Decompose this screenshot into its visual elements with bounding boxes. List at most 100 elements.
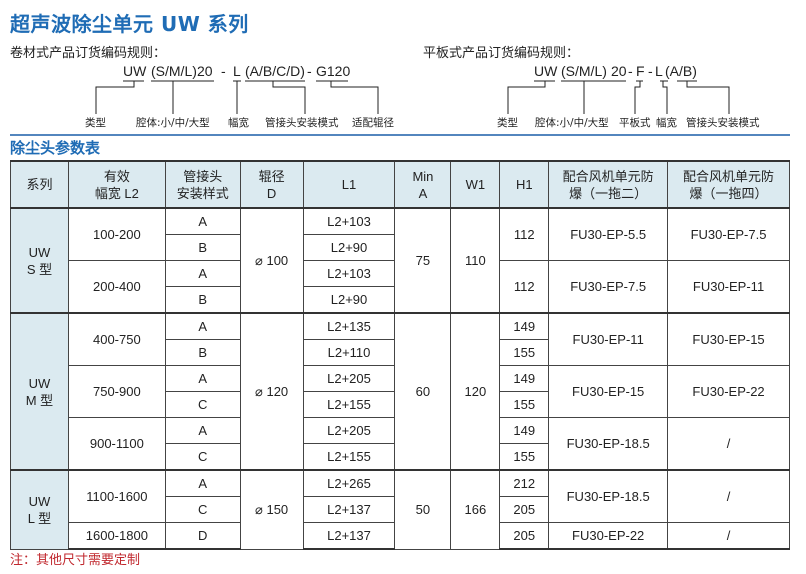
flat-label-cavity: 腔体:小/中/大型 [535,117,609,129]
fan-unit-1to2-cell: FU30-EP-22 [548,522,669,550]
width-cell: 900-1100 [67,417,166,471]
roll-label-width: 幅宽 [228,117,249,129]
table-row: C L2+155 155 [11,443,790,471]
column-header: 配合风机单元防 爆（一拖二） [548,160,669,209]
l1-cell: L2+103 [302,260,396,287]
custom-size-note: 注：其他尺寸需要定制 [10,553,141,568]
table-row: 1600-1800 D L2+137 205 FU30-EP-22/ [11,522,790,550]
series-cell: UW S 型 [10,207,69,314]
l1-cell: L2+135 [302,312,396,340]
h1-cell: 205 [499,496,550,523]
table-row: UW L 型 1100-1600 A ⌀ 150 L2+265 50 166 212 FU30-E… [10,469,790,550]
roller-diameter-cell: ⌀ 100 [239,207,304,314]
column-header: L1 [302,160,396,209]
roller-diameter-cell: ⌀ 120 [239,312,304,471]
l1-cell: L2+205 [302,417,396,444]
flat-rule-heading: 平板式产品订货编码规则： [423,46,580,61]
width-cell: 200-400 [67,260,166,314]
w1-cell: 110 [450,207,501,314]
roll-code-dash: - [221,63,226,79]
page-title: 超声波除尘单元 UW 系列 [10,12,249,36]
mount-style-cell: B [164,339,241,366]
table-row: 900-1100 A L2+205 149 FU30-EP-18.5/ [11,417,790,471]
mount-style-cell: C [164,496,241,523]
mount-style-cell: A [164,469,241,497]
l1-cell: L2+155 [302,443,396,471]
column-header: Min A [394,160,452,209]
mount-style-cell: B [164,234,241,261]
h1-cell: 112 [499,260,550,314]
l1-cell: L2+205 [302,365,396,392]
width-cell: 750-900 [67,365,166,418]
series-cell: UW M 型 [10,312,69,471]
flat-code-f: F [636,63,645,79]
flat-code-uw: UW [534,63,558,79]
column-header: H1 [499,160,550,209]
fan-unit-1to2-cell: FU30-EP-18.5 [548,417,669,471]
column-header: 配合风机单元防 爆（一拖四） [667,160,790,209]
flat-code-style: (A/B) [665,63,697,79]
h1-cell: 149 [499,365,550,392]
roll-rule-heading: 卷材式产品订货编码规则： [10,46,167,61]
section-title: 除尘头参数表 [10,139,101,157]
table-header-row: 系列 有效 幅宽 L2 管接头 安装样式 辊径 D L1 Min A W1 H1 配合风机单元防 爆（一拖… [10,160,790,209]
w1-cell: 120 [450,312,501,471]
mount-style-cell: A [164,260,241,287]
flat-label-mount: 管接头安装模式 [686,117,760,129]
column-header: 管接头 安装样式 [164,160,241,209]
roll-code-uw: UW [123,63,147,79]
roll-label-mount: 管接头安装模式 [265,117,339,129]
l1-cell: L2+110 [302,339,396,366]
roll-code-l: L [233,63,241,79]
roll-label-cavity: 腔体:小/中/大型 [136,117,210,129]
mount-style-cell: A [164,207,241,235]
mount-style-cell: A [164,365,241,392]
roll-label-type: 类型 [85,117,106,129]
fan-unit-1to4-cell: / [667,417,790,471]
h1-cell: 149 [499,417,550,444]
fan-unit-1to4-cell: / [667,522,790,550]
l1-cell: L2+137 [302,496,396,523]
fan-unit-1to2-cell: FU30-EP-7.5 [548,260,669,314]
mount-style-cell: C [164,443,241,471]
h1-cell: 155 [499,391,550,418]
h1-cell: 149 [499,312,550,340]
h1-cell: 155 [499,339,550,366]
column-header: 有效 幅宽 L2 [67,160,166,209]
width-cell: 1100-1600 [67,469,166,523]
mount-style-cell: A [164,312,241,340]
width-cell: 400-750 [67,312,166,366]
l1-cell: L2+155 [302,391,396,418]
min-a-cell: 50 [394,469,452,550]
width-cell: 100-200 [67,207,166,261]
min-a-cell: 75 [394,207,452,314]
h1-cell: 155 [499,443,550,471]
column-header: 系列 [10,160,69,209]
flat-code-dash2: - [648,63,653,79]
flat-label-flat: 平板式 [619,117,651,129]
flat-code-l: L [655,63,663,79]
fan-unit-1to2-cell: FU30-EP-15 [548,365,669,418]
w1-cell: 166 [450,469,501,550]
fan-unit-1to4-cell: FU30-EP-11 [667,260,790,314]
code-connector-lines [10,80,790,136]
column-header: 辊径 D [239,160,304,209]
roll-code-size: (S/M/L) [151,63,197,79]
roll-code-dash2: - [307,63,312,79]
fan-unit-1to2-cell: FU30-EP-11 [548,312,669,366]
roller-diameter-cell: ⌀ 150 [239,469,304,550]
flat-code-20: 20 [611,63,627,79]
roll-code-style: (A/B/C/D) [245,63,305,79]
fan-unit-1to2-cell: FU30-EP-5.5 [548,207,669,261]
roll-code-g120: G120 [316,63,351,79]
roll-code-20: 20 [197,63,213,79]
flat-code-size: (S/M/L) [561,63,607,79]
l1-cell: L2+103 [302,207,396,235]
min-a-cell: 60 [394,312,452,471]
table-row: UW M 型 400-750 A ⌀ 120 L2+135 60 120 149 FU30-EP-… [10,312,790,471]
series-cell: UW L 型 [10,469,69,550]
width-cell: 1600-1800 [67,522,166,550]
h1-cell: 205 [499,522,550,550]
table-row: C L2+155 155 [11,391,790,418]
l1-cell: L2+90 [302,286,396,314]
